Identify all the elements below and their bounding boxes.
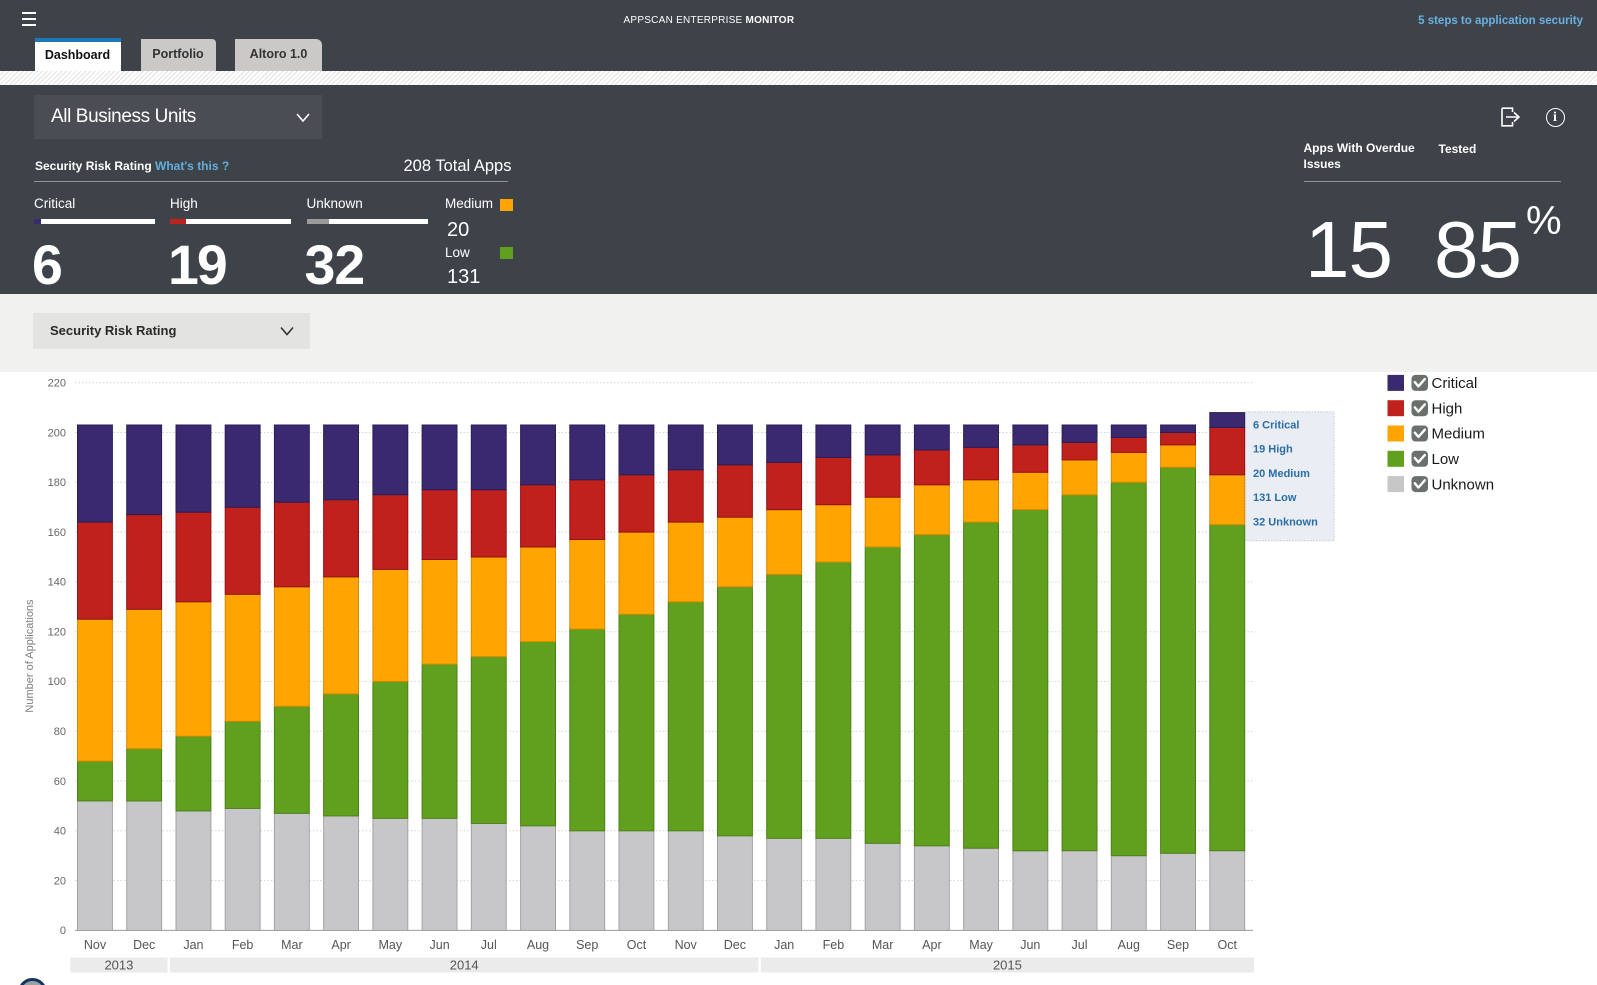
svg-text:Dec: Dec [133, 938, 155, 952]
svg-text:100: 100 [48, 676, 66, 688]
svg-text:20: 20 [54, 875, 66, 887]
svg-text:160: 160 [48, 527, 66, 539]
svg-text:Oct: Oct [1217, 938, 1237, 952]
svg-text:May: May [969, 938, 993, 952]
svg-text:Apr: Apr [922, 938, 941, 952]
svg-text:Nov: Nov [84, 938, 107, 952]
svg-text:Feb: Feb [823, 938, 845, 952]
svg-text:Mar: Mar [872, 938, 894, 952]
svg-text:Number of Applications: Number of Applications [24, 599, 36, 713]
svg-text:140: 140 [48, 577, 66, 589]
svg-text:220: 220 [48, 378, 66, 390]
svg-text:Aug: Aug [527, 938, 549, 952]
svg-text:Sep: Sep [1167, 938, 1189, 952]
svg-text:80: 80 [54, 726, 66, 738]
svg-text:40: 40 [54, 826, 66, 838]
svg-text:6 Critical: 6 Critical [1253, 419, 1299, 431]
svg-text:Jun: Jun [430, 938, 450, 952]
svg-text:0: 0 [60, 925, 66, 937]
svg-text:32 Unknown: 32 Unknown [1253, 517, 1318, 529]
svg-text:Medium: Medium [1432, 426, 1485, 443]
svg-text:200: 200 [48, 427, 66, 439]
svg-text:Feb: Feb [232, 938, 254, 952]
svg-text:Mar: Mar [281, 938, 303, 952]
svg-text:Jan: Jan [183, 938, 203, 952]
svg-text:High: High [1432, 400, 1463, 417]
svg-text:Jul: Jul [1072, 938, 1088, 952]
svg-text:180: 180 [48, 477, 66, 489]
svg-text:2013: 2013 [104, 958, 133, 973]
svg-text:May: May [378, 938, 402, 952]
svg-text:Jan: Jan [774, 938, 794, 952]
svg-text:19 High: 19 High [1253, 444, 1293, 456]
svg-text:Apr: Apr [331, 938, 350, 952]
svg-text:Critical: Critical [1432, 375, 1478, 392]
svg-text:120: 120 [48, 627, 66, 639]
svg-text:2015: 2015 [993, 958, 1022, 973]
svg-text:60: 60 [54, 776, 66, 788]
svg-text:Low: Low [1432, 451, 1460, 468]
svg-text:Oct: Oct [627, 938, 647, 952]
svg-text:Aug: Aug [1118, 938, 1140, 952]
svg-text:Jun: Jun [1020, 938, 1040, 952]
svg-text:Unknown: Unknown [1432, 476, 1495, 493]
svg-text:Dec: Dec [724, 938, 746, 952]
svg-text:Nov: Nov [675, 938, 698, 952]
svg-text:Jul: Jul [481, 938, 497, 952]
svg-text:131 Low: 131 Low [1253, 492, 1297, 504]
svg-text:20 Medium: 20 Medium [1253, 468, 1310, 480]
svg-text:2014: 2014 [450, 958, 479, 973]
svg-text:Sep: Sep [576, 938, 598, 952]
